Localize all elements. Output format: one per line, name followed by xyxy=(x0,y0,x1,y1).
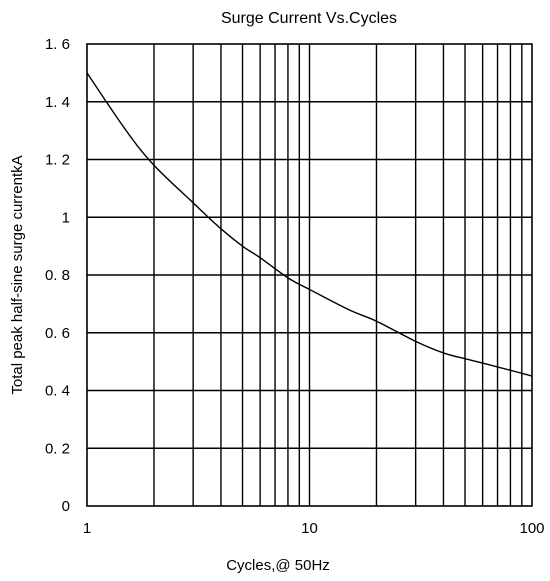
y-tick-labels: 0 0. 2 0. 4 0. 6 0. 8 1 1. 2 1. 4 1. 6 xyxy=(45,36,70,515)
chart-title: Surge Current Vs.Cycles xyxy=(221,10,397,27)
plot-frame xyxy=(86,43,533,507)
y-tick-label: 0. 6 xyxy=(45,325,70,342)
x-tick-labels: 1 10 100 xyxy=(83,520,545,537)
series-line xyxy=(86,72,533,377)
y-tick-label: 1. 2 xyxy=(45,152,70,169)
y-tick-label: 0. 4 xyxy=(45,383,70,400)
y-axis-label: Total peak half-sine surge currentkA xyxy=(9,155,26,394)
y-tick-label: 1. 4 xyxy=(45,94,70,111)
x-axis-label: Cycles,@ 50Hz xyxy=(226,557,330,574)
y-tick-label: 1 xyxy=(62,209,70,226)
y-tick-label: 0. 8 xyxy=(45,267,70,284)
x-tick-label: 1 xyxy=(83,520,91,537)
x-tick-label: 100 xyxy=(519,520,544,537)
y-tick-label: 0. 2 xyxy=(45,440,70,457)
y-tick-label: 0 xyxy=(62,498,70,515)
y-tick-label: 1. 6 xyxy=(45,36,70,53)
x-tick-label: 10 xyxy=(301,520,318,537)
grid xyxy=(87,44,532,506)
